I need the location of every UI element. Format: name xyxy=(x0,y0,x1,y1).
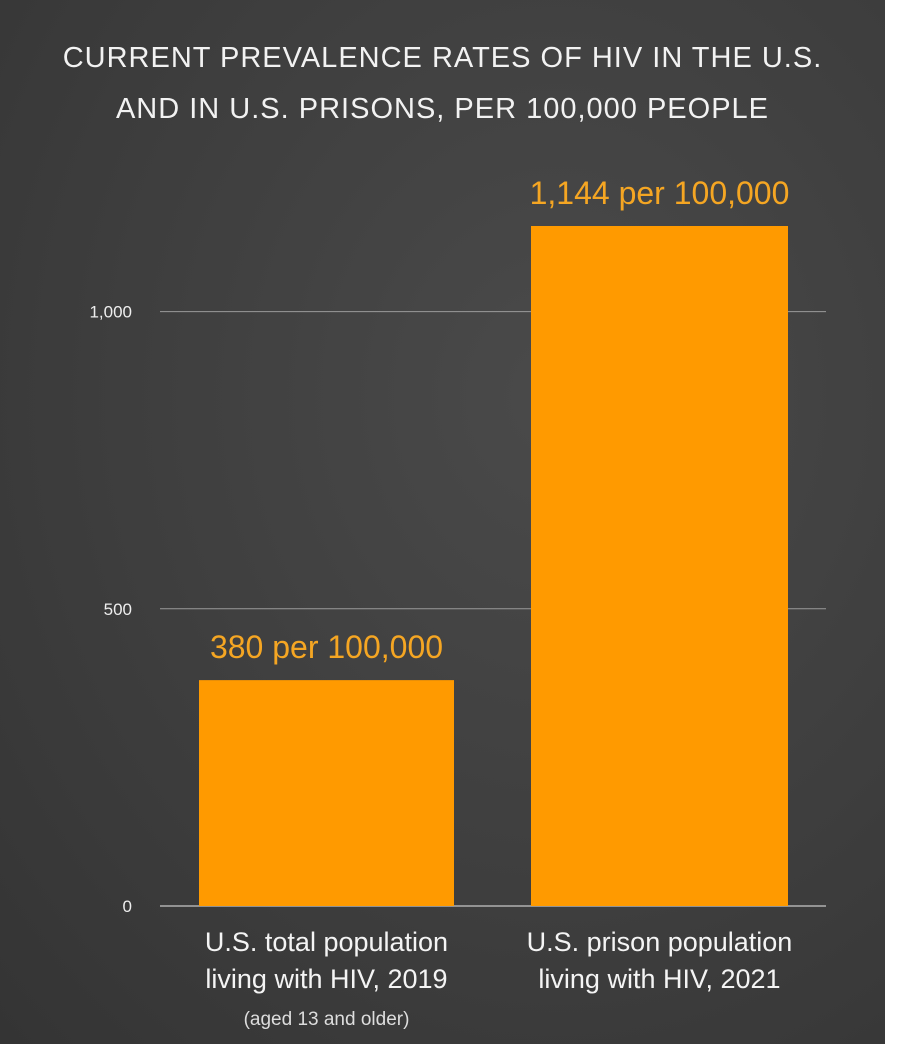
data-label: 380 per 100,000 xyxy=(210,629,443,665)
right-border xyxy=(885,0,899,1044)
chart-title-line-2: AND IN U.S. PRISONS, PER 100,000 PEOPLE xyxy=(115,93,770,125)
category-label: U.S. total population xyxy=(205,927,448,957)
data-label: 1,144 per 100,000 xyxy=(530,175,790,211)
category-label: living with HIV, 2019 xyxy=(205,964,447,994)
y-tick-label: 500 xyxy=(104,600,132,619)
category-label: U.S. prison population xyxy=(527,927,793,957)
y-tick-label: 1,000 xyxy=(89,303,132,322)
chart-title-line-1: CURRENT PREVALENCE RATES OF HIV IN THE U… xyxy=(62,42,823,74)
bar xyxy=(531,226,788,906)
category-label: living with HIV, 2021 xyxy=(538,964,780,994)
bar xyxy=(199,680,454,906)
y-tick-label: 0 xyxy=(123,897,132,916)
category-label: (aged 13 and older) xyxy=(244,1009,410,1030)
